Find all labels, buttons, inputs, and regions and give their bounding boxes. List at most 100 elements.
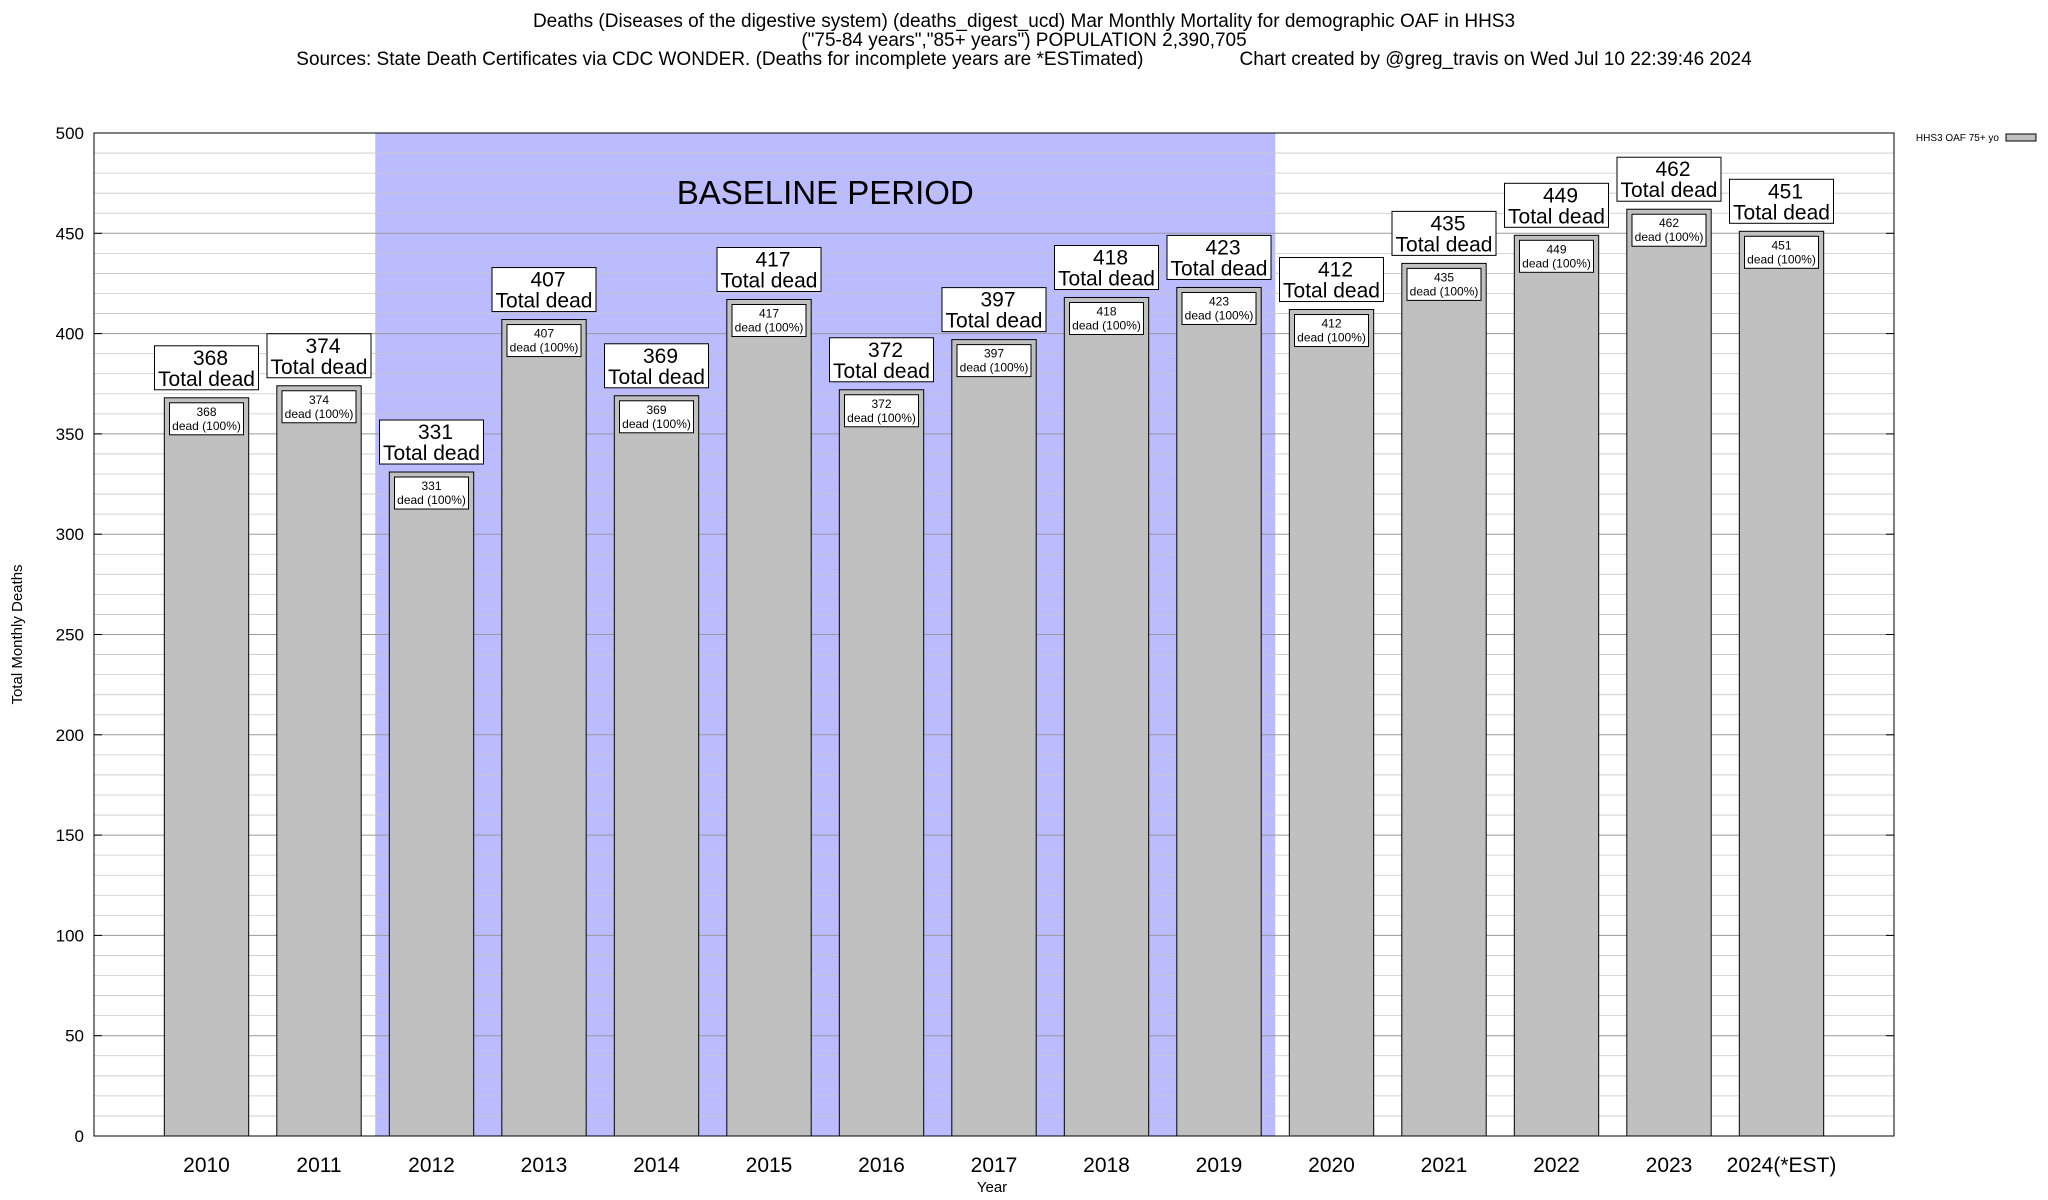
total-value-label: 407 (530, 269, 565, 292)
legend: HHS3 OAF 75+ yo (1916, 133, 2037, 144)
chart-title-block: Deaths (Diseases of the digestive system… (0, 12, 2048, 69)
total-text-label: Total dead (1621, 179, 1718, 202)
inner-label-box (1519, 239, 1594, 273)
bar (838, 389, 925, 1137)
total-value-label: 462 (1655, 158, 1690, 181)
bar (1513, 234, 1600, 1137)
x-axis-label: Year (977, 1179, 1007, 1196)
inner-value-label: 407 (534, 327, 554, 341)
legend-label: HHS3 OAF 75+ yo (1916, 133, 2000, 144)
total-label-box (941, 287, 1047, 333)
total-text-label: Total dead (1396, 233, 1493, 256)
inner-percent-label: dead (100%) (735, 320, 804, 334)
total-label-box (1054, 244, 1159, 290)
total-label-box (1279, 257, 1384, 303)
inner-percent-label: dead (100%) (285, 407, 354, 421)
total-label-box (1729, 178, 1834, 224)
total-label-box (154, 345, 259, 391)
inner-label-box (619, 400, 694, 434)
inner-label-box (1294, 314, 1369, 348)
x-tick-label: 2016 (858, 1154, 905, 1177)
inner-label-box (169, 402, 244, 436)
legend-swatch (2005, 133, 2037, 142)
total-label-box (1616, 156, 1722, 202)
chart-title-line1: Deaths (Diseases of the digestive system… (532, 11, 1516, 32)
total-text-label: Total dead (946, 310, 1043, 333)
x-tick-label: 2023 (1646, 1154, 1693, 1177)
baseline-label: BASELINE PERIOD (677, 174, 974, 211)
inner-label-box (1406, 267, 1482, 301)
chart-title-line2: ("75-84 years","85+ years") POPULATION 2… (801, 30, 1247, 51)
total-value-label: 374 (305, 335, 340, 358)
total-label-box (1166, 234, 1272, 280)
total-label-box (491, 267, 597, 313)
total-value-label: 331 (418, 421, 453, 444)
total-text-label: Total dead (608, 366, 705, 389)
y-tick-label: 450 (56, 224, 84, 243)
total-text-label: Total dead (1171, 257, 1268, 280)
inner-percent-label: dead (100%) (172, 419, 241, 433)
inner-value-label: 423 (1209, 294, 1229, 308)
inner-percent-label: dead (100%) (510, 341, 579, 355)
bar (1063, 296, 1150, 1137)
total-value-label: 449 (1543, 184, 1578, 207)
x-tick-label: 2021 (1421, 1154, 1468, 1177)
inner-value-label: 368 (196, 405, 216, 419)
inner-label-box (1181, 291, 1257, 325)
bar (726, 298, 812, 1137)
y-tick-label: 350 (56, 425, 84, 444)
total-text-label: Total dead (1058, 267, 1155, 290)
inner-percent-label: dead (100%) (960, 361, 1029, 375)
bar (951, 339, 1037, 1137)
chart-credit: Chart created by @greg_travis on Wed Jul… (1239, 49, 1752, 70)
total-value-label: 368 (193, 347, 228, 370)
y-tick-label: 0 (75, 1127, 84, 1146)
total-value-label: 369 (643, 345, 678, 368)
x-tick-label: 2019 (1196, 1154, 1243, 1177)
x-tick-label: 2014 (633, 1154, 680, 1177)
inner-value-label: 462 (1659, 216, 1679, 230)
inner-label-box (506, 324, 582, 358)
total-label-box (379, 419, 484, 465)
inner-label-box (956, 344, 1032, 378)
total-value-label: 451 (1768, 180, 1803, 203)
inner-value-label: 449 (1546, 242, 1566, 256)
total-text-label: Total dead (158, 368, 255, 391)
y-tick-label: 100 (56, 926, 84, 945)
inner-value-label: 372 (871, 397, 891, 411)
x-tick-label: 2018 (1083, 1154, 1130, 1177)
total-value-label: 397 (980, 289, 1015, 312)
bar (276, 385, 362, 1137)
inner-percent-label: dead (100%) (1185, 308, 1254, 322)
total-value-label: 418 (1093, 246, 1128, 269)
y-tick-label: 200 (56, 726, 84, 745)
total-value-label: 372 (868, 339, 903, 362)
inner-percent-label: dead (100%) (1072, 318, 1141, 332)
chart-sources-line: Sources: State Death Certificates via CD… (0, 50, 2048, 69)
inner-value-label: 369 (646, 403, 666, 417)
inner-percent-label: dead (100%) (1410, 284, 1479, 298)
inner-percent-label: dead (100%) (1635, 230, 1704, 244)
bar (1401, 262, 1487, 1137)
bar (388, 471, 475, 1137)
bar (1626, 208, 1712, 1137)
total-text-label: Total dead (721, 269, 818, 292)
total-label-box (829, 337, 934, 383)
total-value-label: 412 (1318, 259, 1353, 282)
total-label-box (266, 333, 372, 379)
total-label-box (716, 246, 822, 292)
inner-percent-label: dead (100%) (847, 411, 916, 425)
total-value-label: 417 (755, 248, 790, 271)
inner-percent-label: dead (100%) (397, 493, 466, 507)
inner-label-box (844, 394, 919, 428)
x-tick-label: 2012 (408, 1154, 455, 1177)
y-tick-label: 150 (56, 826, 84, 845)
inner-percent-label: dead (100%) (1297, 331, 1366, 345)
x-tick-label: 2017 (971, 1154, 1018, 1177)
inner-value-label: 412 (1321, 317, 1341, 331)
total-text-label: Total dead (833, 360, 930, 383)
inner-value-label: 397 (984, 347, 1004, 361)
inner-label-box (1744, 235, 1819, 269)
y-tick-label: 250 (56, 626, 84, 645)
